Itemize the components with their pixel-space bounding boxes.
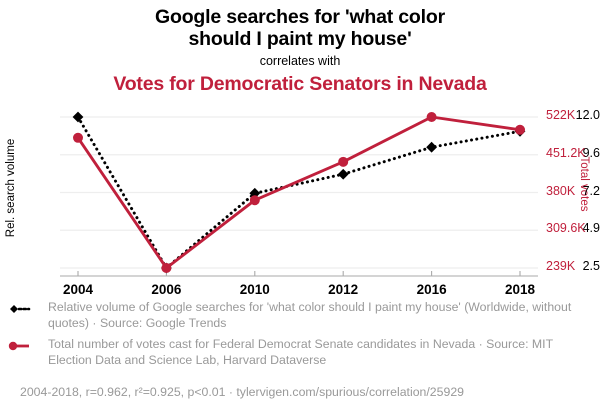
legend-total-votes-line2: · Source: MIT Election Data and Science …	[48, 337, 553, 367]
legend-item-total-votes-text: Total number of votes cast for Federal D…	[48, 337, 592, 368]
chart-legend: Relative volume of Google searches for '…	[0, 300, 600, 374]
plot-area: Rel. search volume Total votes 12.0 9.6 7.…	[0, 104, 600, 299]
right-axis-tick-0: 522K	[546, 108, 576, 122]
left-axis-tick-3: 4.9	[582, 221, 600, 236]
right-axis-tick-2: 380K	[546, 183, 576, 198]
x-axis-tick-2010: 2010	[239, 282, 270, 297]
legend-item-search-volume-text: Relative volume of Google searches for '…	[48, 300, 592, 331]
legend-item-search-volume: Relative volume of Google searches for '…	[0, 300, 600, 331]
legend-total-votes-line1: Total number of votes cast for Federal D…	[48, 337, 476, 351]
left-axis-tick-2: 7.2	[582, 183, 600, 198]
chart-title-primary-line1: Google searches for 'what color	[155, 6, 445, 28]
x-axis-tick-2006: 2006	[151, 282, 182, 297]
chart-title-connector: correlates with	[259, 54, 341, 68]
legend-search-volume-line1: Relative volume of Google searches for '…	[48, 300, 422, 314]
black-dotted-diamond-marker-icon	[10, 305, 31, 313]
left-axis-tick-1: 9.6	[582, 145, 600, 160]
x-axis-tick-2016: 2016	[416, 282, 447, 297]
right-axis-tick-4: 239K	[546, 259, 576, 273]
x-axis-tick-2004: 2004	[62, 282, 94, 297]
chart-title-secondary: Votes for Democratic Senators in Nevada	[113, 73, 487, 95]
right-axis-tick-3: 309.6K	[546, 221, 586, 236]
right-axis-tick-1: 451.2K	[546, 145, 586, 160]
left-axis-tick-4: 2.5	[582, 259, 600, 273]
legend-item-total-votes: Total number of votes cast for Federal D…	[0, 337, 600, 368]
chart-title-block: Google searches for 'what color should I…	[0, 6, 600, 96]
left-axis-tick-0: 12.0	[575, 108, 600, 122]
x-axis-tick-2012: 2012	[328, 282, 359, 297]
chart-footer-stats: 2004-2018, r=0.962, r²=0.925, p<0.01 · t…	[20, 385, 464, 399]
chart-title-primary-line2: should I paint my house'	[188, 28, 412, 50]
red-solid-circle-marker-icon	[8, 341, 29, 351]
chart-title-primary: Google searches for 'what color should I…	[0, 6, 600, 50]
legend-search-volume-line2: house' (Worldwide, without quotes) · Sou…	[48, 300, 572, 330]
plot-svg	[60, 111, 538, 277]
x-axis-tick-2018: 2018	[504, 282, 536, 297]
left-axis-title: Rel. search volume	[5, 138, 17, 238]
